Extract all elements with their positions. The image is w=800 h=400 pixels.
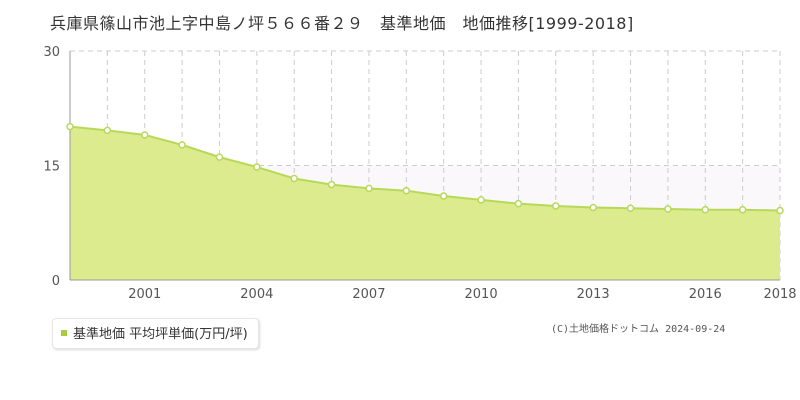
x-tick-label: 2018: [763, 287, 796, 302]
data-point: [776, 206, 784, 215]
data-point: [701, 206, 710, 214]
x-tick-label: 2001: [128, 287, 161, 302]
y-tick-label: 15: [43, 160, 60, 175]
data-point: [514, 199, 523, 208]
data-point: [552, 202, 560, 210]
x-tick-label: 2013: [577, 287, 610, 302]
legend-label: 基準地価 平均坪単価(万円/坪): [73, 327, 248, 342]
legend[interactable]: 基準地価 平均坪単価(万円/坪): [52, 318, 259, 349]
data-point: [253, 163, 261, 171]
data-point: [178, 141, 186, 149]
legend-swatch: [61, 329, 67, 336]
data-point: [290, 174, 298, 183]
x-tick-label: 2007: [352, 287, 385, 302]
data-point: [327, 180, 336, 189]
data-point: [626, 204, 635, 212]
x-tick-label: 2004: [240, 287, 273, 302]
data-point: [738, 206, 747, 214]
data-point: [402, 186, 411, 195]
data-point: [365, 184, 373, 193]
y-tick-label: 30: [43, 45, 60, 60]
data-point: [439, 192, 448, 200]
data-point: [103, 126, 112, 135]
y-tick-label: 0: [52, 274, 60, 289]
data-point: [66, 122, 74, 131]
data-point: [589, 203, 597, 212]
data-point: [140, 131, 149, 139]
copyright-text: (C)土地価格ドットコム 2024-09-24: [551, 324, 726, 335]
data-point: [477, 196, 485, 204]
series-line: [69, 125, 781, 212]
x-tick-label: 2010: [465, 287, 498, 302]
x-tick-label: 2016: [689, 287, 722, 302]
chart-title: 兵庫県篠山市池上字中島ノ坪５６６番２９ 基準地価 地価推移[1999-2018]: [50, 14, 634, 33]
data-point: [664, 205, 672, 213]
data-point: [215, 153, 224, 161]
